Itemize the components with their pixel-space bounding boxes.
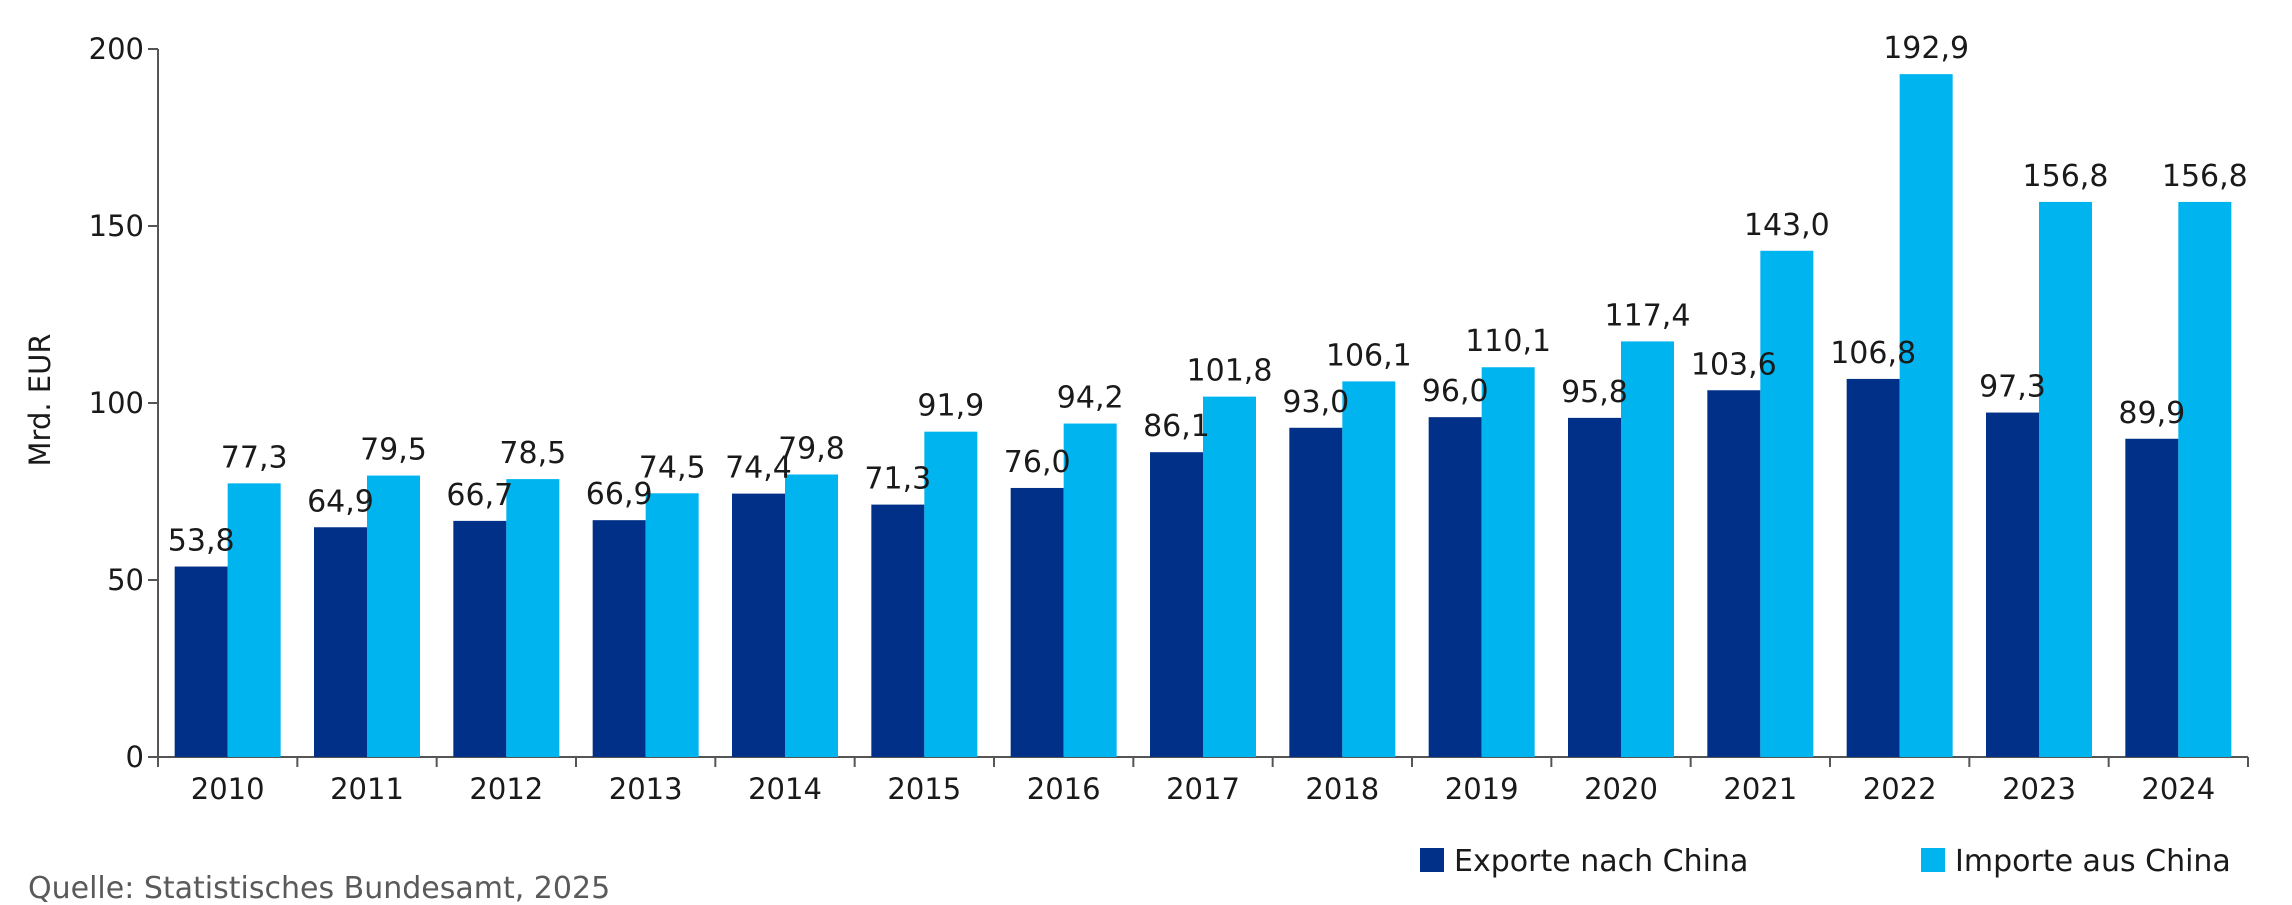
data-label-exports: 106,8 — [1830, 336, 1916, 371]
data-label-exports: 93,0 — [1282, 385, 1349, 420]
bar-imports — [2178, 201, 2232, 758]
x-tick-label: 2010 — [191, 772, 265, 806]
data-labels: 53,8 64,9 66,7 66,9 74,4 71,3 76,0 86,1 93,0 96,0… — [168, 31, 2248, 558]
bar-exports — [1428, 417, 1482, 757]
bar-imports — [645, 493, 699, 757]
data-label-imports: 110,1 — [1465, 324, 1551, 359]
legend-swatch-imports — [1921, 848, 1945, 872]
data-label-imports: 156,8 — [2023, 159, 2109, 194]
data-label-imports: 94,2 — [1057, 381, 1124, 416]
data-label-exports: 66,9 — [586, 477, 653, 512]
data-label-exports: 66,7 — [446, 478, 513, 513]
legend-label-exports: Exporte nach China — [1454, 844, 1748, 879]
data-label-exports: 97,3 — [1979, 370, 2046, 405]
bar-exports — [592, 520, 646, 757]
x-tick-label: 2015 — [887, 772, 961, 806]
bar-imports — [1063, 423, 1117, 757]
x-tick-label: 2018 — [1305, 772, 1379, 806]
bar-exports — [174, 566, 228, 757]
bar-exports — [1986, 412, 2039, 757]
bar-imports — [227, 483, 281, 757]
x-tick-label: 2021 — [1723, 772, 1797, 806]
bar-imports — [1481, 367, 1535, 757]
bar-exports — [1707, 390, 1761, 757]
bar-exports — [1010, 487, 1064, 757]
bar-exports — [1150, 452, 1203, 757]
bar-imports — [1760, 250, 1814, 757]
data-label-imports: 192,9 — [1883, 31, 1969, 66]
y-tick-label: 100 — [89, 386, 144, 420]
x-tick-label: 2012 — [469, 772, 543, 806]
bar-exports — [1568, 417, 1621, 757]
bar-exports — [871, 504, 925, 757]
data-label-imports: 101,8 — [1187, 354, 1273, 389]
x-tick-label: 2011 — [330, 772, 404, 806]
bar-imports — [924, 431, 978, 757]
x-tick-label: 2013 — [609, 772, 683, 806]
data-label-exports: 53,8 — [168, 524, 235, 559]
bar-imports — [1342, 381, 1396, 757]
bar-imports — [1899, 74, 1953, 757]
axes: 0 50 100 150 200 2010 2011 2012 2013 2014 2015 2016… — [89, 32, 2249, 806]
legend: Exporte nach China Importe aus China — [1420, 844, 2231, 879]
data-label-exports: 76,0 — [1004, 445, 1071, 480]
bar-exports — [1289, 427, 1343, 757]
data-label-exports: 95,8 — [1561, 375, 1628, 410]
data-label-imports: 91,9 — [917, 389, 984, 424]
data-label-exports: 89,9 — [2118, 396, 2185, 431]
y-tick-label: 0 — [126, 740, 144, 774]
x-tick-label: 2020 — [1584, 772, 1658, 806]
data-label-exports: 86,1 — [1143, 409, 1210, 444]
bar-imports — [785, 474, 838, 757]
data-label-exports: 71,3 — [864, 462, 931, 497]
x-tick-label: 2016 — [1027, 772, 1101, 806]
data-label-imports: 78,5 — [499, 436, 566, 471]
bar-imports — [1203, 396, 1256, 757]
legend-label-imports: Importe aus China — [1955, 844, 2231, 879]
legend-swatch-exports — [1420, 848, 1444, 872]
data-label-imports: 77,3 — [221, 440, 288, 475]
x-tick-label: 2017 — [1166, 772, 1240, 806]
data-label-exports: 64,9 — [307, 484, 374, 519]
source-note: Quelle: Statistisches Bundesamt, 2025 — [28, 871, 610, 905]
y-axis-label: Mrd. EUR — [23, 334, 57, 467]
data-label-imports: 79,5 — [360, 433, 427, 468]
x-tick-label: 2023 — [2002, 772, 2076, 806]
bar-imports — [367, 475, 420, 757]
bar-exports — [732, 493, 785, 757]
data-label-imports: 156,8 — [2162, 159, 2248, 194]
bar-exports — [2125, 438, 2179, 757]
bar-imports — [2039, 201, 2092, 758]
bar-exports — [453, 520, 507, 757]
x-tick-label: 2024 — [2141, 772, 2215, 806]
data-label-exports: 74,4 — [725, 451, 792, 486]
bar-exports — [1846, 378, 1900, 757]
data-label-imports: 74,5 — [639, 450, 706, 485]
bar-exports — [314, 527, 367, 757]
bars — [174, 74, 2232, 758]
data-label-exports: 103,6 — [1691, 347, 1777, 382]
x-tick-label: 2019 — [1445, 772, 1519, 806]
data-label-imports: 117,4 — [1605, 298, 1691, 333]
bar-imports — [506, 479, 560, 757]
y-tick-label: 200 — [89, 32, 144, 66]
data-label-imports: 106,1 — [1326, 338, 1412, 373]
x-tick-label: 2022 — [1863, 772, 1937, 806]
x-tick-label: 2014 — [748, 772, 822, 806]
y-tick-label: 50 — [107, 563, 144, 597]
y-tick-label: 150 — [89, 209, 144, 243]
data-label-imports: 143,0 — [1744, 208, 1830, 243]
bar-imports — [1621, 341, 1674, 757]
data-label-imports: 79,8 — [778, 432, 845, 467]
data-label-exports: 96,0 — [1422, 374, 1489, 409]
